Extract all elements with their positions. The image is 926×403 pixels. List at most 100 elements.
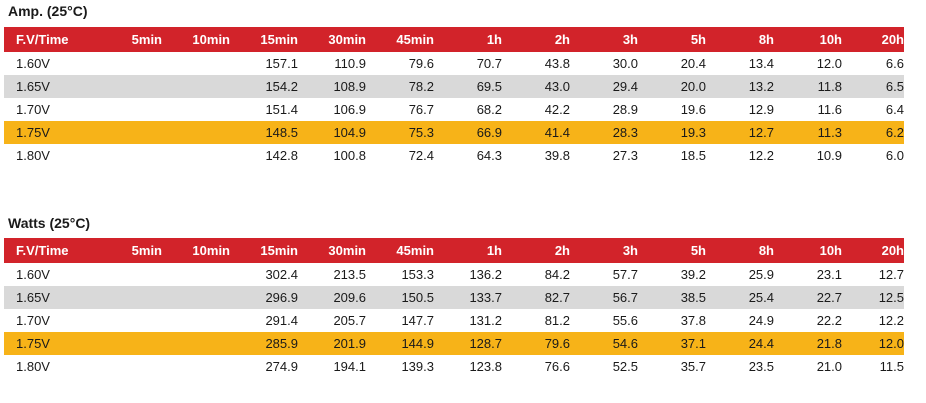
value-cell: 11.8 xyxy=(774,75,842,98)
value-cell: 213.5 xyxy=(333,267,366,282)
value-cell: 6.0 xyxy=(885,148,904,163)
value-cell: 57.7 xyxy=(612,267,638,282)
value-cell: 76.7 xyxy=(408,102,434,117)
column-header: 2h xyxy=(502,238,570,263)
value-cell xyxy=(94,286,162,309)
column-header: 10h xyxy=(774,238,842,263)
column-header: 1h xyxy=(434,27,502,52)
column-header: 5h xyxy=(638,27,706,52)
value-cell: 23.1 xyxy=(816,267,842,282)
value-cell: 11.5 xyxy=(879,359,904,374)
table-row: 1.75V 285.9 201.9 144.9 128.7 79.6 54.6 37.1 24.… xyxy=(4,332,904,355)
value-cell xyxy=(94,52,162,75)
value-cell: 153.3 xyxy=(401,267,434,282)
value-cell: 24.4 xyxy=(706,332,774,355)
table-row: 1.65V 154.2 108.9 78.2 69.5 43.0 29.4 20.0 13.2 1… xyxy=(4,75,904,98)
column-header: 10min xyxy=(162,238,230,263)
voltage-cell: 1.65V xyxy=(4,286,94,309)
value-cell: 21.8 xyxy=(774,332,842,355)
column-header: 5min xyxy=(94,27,162,52)
column-header: 10h xyxy=(774,27,842,52)
value-cell: 13.2 xyxy=(706,75,774,98)
value-cell: 25.9 xyxy=(748,267,774,282)
value-cell: 6.6 xyxy=(885,56,904,71)
value-cell: 6.2 xyxy=(842,121,904,144)
value-cell: 24.9 xyxy=(748,313,774,328)
value-cell: 274.9 xyxy=(265,359,298,374)
value-cell: 81.2 xyxy=(544,313,570,328)
value-cell: 39.2 xyxy=(680,267,706,282)
voltage-cell: 1.75V xyxy=(4,332,94,355)
value-cell: 72.4 xyxy=(408,148,434,163)
value-cell: 25.4 xyxy=(706,286,774,309)
value-cell: 30.0 xyxy=(612,56,638,71)
value-cell: 12.7 xyxy=(706,121,774,144)
value-cell: 69.5 xyxy=(434,75,502,98)
value-cell: 147.7 xyxy=(401,313,434,328)
table-row: 1.75V 148.5 104.9 75.3 66.9 41.4 28.3 19.3 12.7 1… xyxy=(4,121,904,144)
voltage-cell: 1.60V xyxy=(16,56,50,71)
value-cell: 68.2 xyxy=(476,102,502,117)
value-cell: 76.6 xyxy=(544,359,570,374)
voltage-cell: 1.75V xyxy=(4,121,94,144)
column-header: 30min xyxy=(298,238,366,263)
value-cell: 12.2 xyxy=(748,148,774,163)
value-cell: 75.3 xyxy=(366,121,434,144)
value-cell: 12.9 xyxy=(748,102,774,117)
amp-table: F.V/Time 5min 10min 15min 30min 45min 1h 2h 3h 5h… xyxy=(4,27,904,167)
value-cell xyxy=(94,98,162,121)
value-cell xyxy=(162,121,230,144)
value-cell xyxy=(94,355,162,378)
watts-table-title: Watts (25°C) xyxy=(8,215,91,231)
value-cell: 37.1 xyxy=(638,332,706,355)
value-cell xyxy=(94,332,162,355)
value-cell: 150.5 xyxy=(366,286,434,309)
value-cell xyxy=(162,144,230,167)
value-cell: 28.3 xyxy=(570,121,638,144)
column-header: 1h xyxy=(434,238,502,263)
value-cell: 12.2 xyxy=(878,313,904,328)
value-cell xyxy=(162,52,230,75)
value-cell: 79.6 xyxy=(408,56,434,71)
column-header: 8h xyxy=(706,238,774,263)
value-cell: 108.9 xyxy=(298,75,366,98)
column-header: 15min xyxy=(230,238,298,263)
value-cell: 22.2 xyxy=(816,313,842,328)
table-row: 1.60V 157.1 110.9 79.6 70.7 43.8 30.0 20.4 13.4 1… xyxy=(4,52,904,75)
value-cell: 133.7 xyxy=(434,286,502,309)
value-cell: 13.4 xyxy=(748,56,774,71)
value-cell: 82.7 xyxy=(502,286,570,309)
table-row: 1.80V 274.9 194.1 139.3 123.8 76.6 52.5 35.7 23.… xyxy=(4,355,904,378)
value-cell xyxy=(162,332,230,355)
value-cell: 12.0 xyxy=(816,56,842,71)
header-row: F.V/Time 5min 10min 15min 30min 45min 1h 2h 3h 5h… xyxy=(4,27,904,52)
value-cell: 106.9 xyxy=(333,102,366,117)
value-cell: 20.0 xyxy=(638,75,706,98)
table-row: 1.60V 302.4 213.5 153.3 136.2 84.2 57.7 39.2 25.… xyxy=(4,263,904,286)
value-cell: 28.9 xyxy=(612,102,638,117)
value-cell: 41.4 xyxy=(502,121,570,144)
column-header: 30min xyxy=(298,27,366,52)
value-cell: 35.7 xyxy=(680,359,706,374)
value-cell xyxy=(162,98,230,121)
value-cell: 104.9 xyxy=(298,121,366,144)
value-cell: 19.3 xyxy=(638,121,706,144)
voltage-cell: 1.80V xyxy=(16,359,50,374)
column-header: 20h xyxy=(842,238,904,263)
value-cell: 54.6 xyxy=(570,332,638,355)
value-cell: 128.7 xyxy=(434,332,502,355)
table-row: 1.80V 142.8 100.8 72.4 64.3 39.8 27.3 18.5 12.2 1… xyxy=(4,144,904,167)
value-cell xyxy=(94,144,162,167)
value-cell: 64.3 xyxy=(476,148,502,163)
value-cell: 22.7 xyxy=(774,286,842,309)
column-header: F.V/Time xyxy=(4,238,94,263)
value-cell: 43.0 xyxy=(502,75,570,98)
value-cell: 136.2 xyxy=(469,267,502,282)
value-cell: 39.8 xyxy=(544,148,570,163)
header-row: F.V/Time 5min 10min 15min 30min 45min 1h 2h 3h 5h… xyxy=(4,238,904,263)
value-cell: 154.2 xyxy=(230,75,298,98)
value-cell: 79.6 xyxy=(502,332,570,355)
value-cell: 21.0 xyxy=(816,359,842,374)
value-cell: 70.7 xyxy=(476,56,502,71)
value-cell: 29.4 xyxy=(570,75,638,98)
